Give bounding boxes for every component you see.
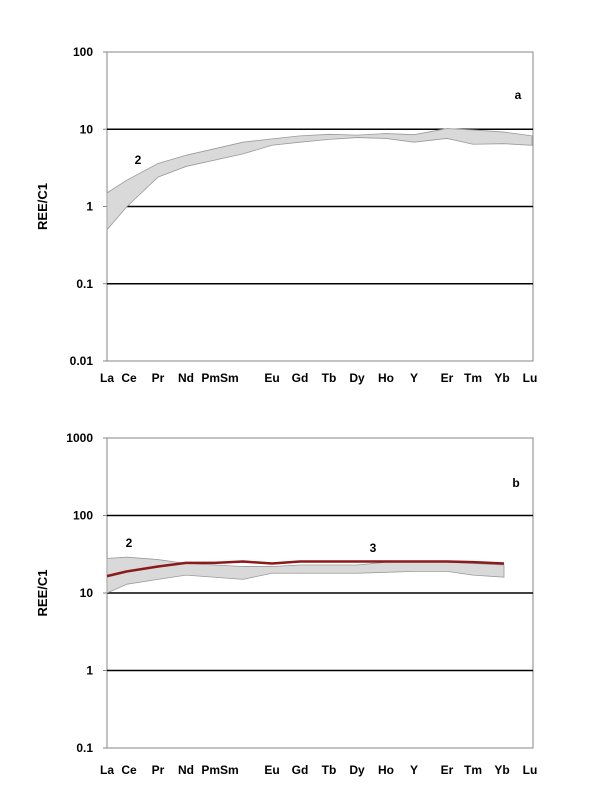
x-tick-label: Ho [378, 371, 394, 385]
x-tick-label: Tm [464, 371, 482, 385]
y-tick-label: 1000 [66, 431, 93, 445]
x-tick-label: Er [441, 371, 454, 385]
y-tick-label: 10 [80, 586, 94, 600]
y-tick-label: 0.01 [70, 354, 94, 368]
x-tick-label: Eu [264, 763, 279, 777]
x-tick-label: Nd [178, 763, 194, 777]
x-tick-label: Ho [378, 763, 394, 777]
x-tick-label: Er [441, 763, 454, 777]
series-annotation: 2 [135, 153, 142, 167]
y-axis-label: REE/C1 [35, 570, 50, 617]
x-tick-label: Dy [349, 371, 365, 385]
x-tick-label: PmSm [201, 371, 238, 385]
range-band-series-2 [106, 128, 533, 231]
y-tick-label: 10 [80, 122, 94, 136]
series-annotation: 2 [126, 536, 133, 550]
x-tick-label: Ce [121, 763, 137, 777]
line-series-3 [106, 560, 505, 578]
x-tick-label: Tb [322, 763, 337, 777]
x-tick-label: Yb [494, 763, 509, 777]
y-tick-label: 100 [73, 509, 93, 523]
y-tick-label: 100 [73, 45, 93, 59]
x-tick-label: Eu [264, 371, 279, 385]
x-tick-label: Gd [292, 371, 309, 385]
x-tick-label: Y [410, 371, 418, 385]
x-tick-label: Pr [152, 763, 165, 777]
panel-label: b [512, 476, 519, 490]
y-tick-label: 0.1 [76, 277, 93, 291]
x-tick-label: Lu [523, 371, 538, 385]
x-tick-label: Y [410, 763, 418, 777]
x-tick-label: Tm [464, 763, 482, 777]
x-tick-label: Yb [494, 371, 509, 385]
x-tick-label: Lu [523, 763, 538, 777]
x-tick-label: Tb [322, 371, 337, 385]
x-tick-label: Dy [349, 763, 365, 777]
y-tick-label: 1 [86, 664, 93, 678]
x-tick-label: Nd [178, 371, 194, 385]
y-axis-label: REE/C1 [35, 183, 50, 230]
x-tick-label: Pr [152, 371, 165, 385]
chart-panel-a: 0.01 0.1 1 10 100 REE/C1 La Ce Pr Nd PmSm Eu Gd Tb Dy H… [35, 45, 537, 385]
series-annotation: 3 [370, 541, 377, 555]
x-tick-label: La [100, 371, 114, 385]
chart-panel-b: 0.1 1 10 100 1000 REE/C1 La Ce Pr Nd PmSm Eu Gd Tb Dy H… [35, 431, 537, 777]
x-tick-label: Ce [121, 371, 137, 385]
y-tick-label: 1 [86, 200, 93, 214]
x-tick-label: Gd [292, 763, 309, 777]
range-band-series-2 [106, 556, 505, 594]
x-tick-label: PmSm [201, 763, 238, 777]
panel-label: a [515, 88, 522, 102]
y-tick-label: 0.1 [76, 741, 93, 755]
x-tick-label: La [100, 763, 114, 777]
